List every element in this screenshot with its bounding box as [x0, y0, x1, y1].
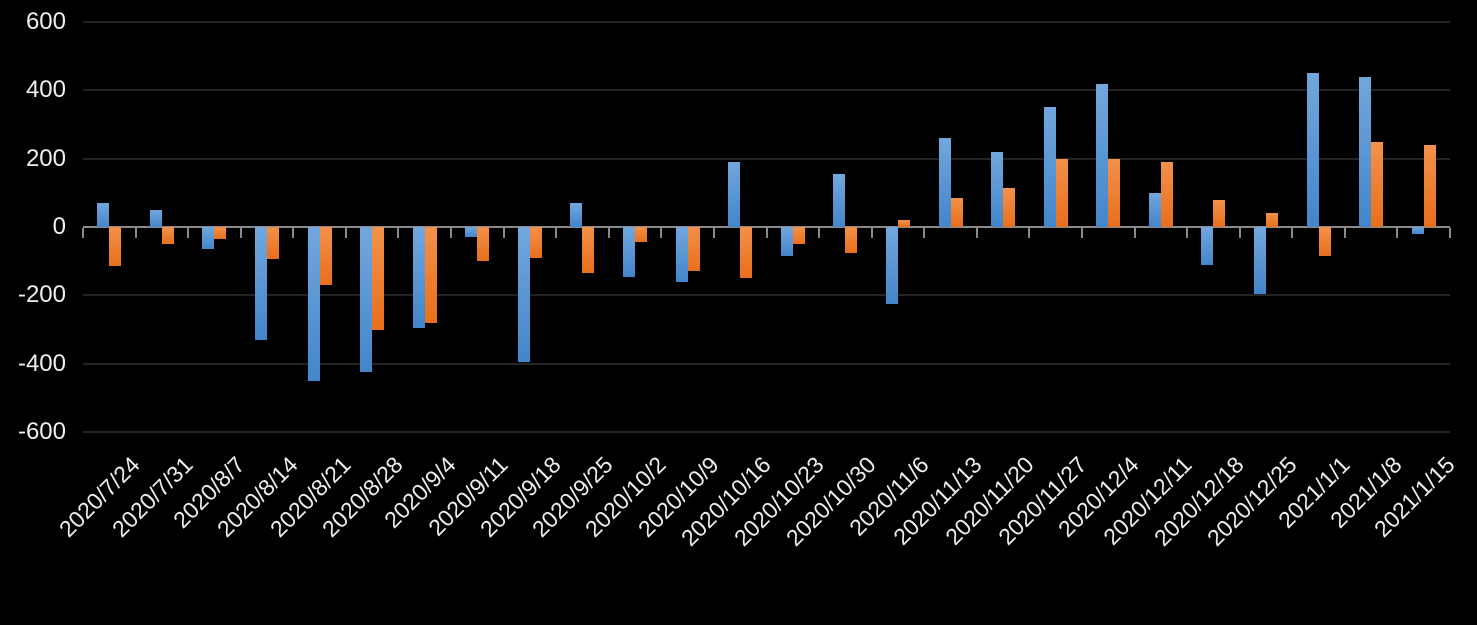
y-axis-tick-label: -200 [17, 281, 66, 309]
bar-orange[interactable] [1160, 162, 1173, 227]
x-axis-tick [450, 228, 453, 238]
x-axis-tick [975, 228, 978, 238]
bar-blue[interactable] [97, 203, 110, 227]
bar-orange[interactable] [1318, 227, 1331, 257]
bar-orange[interactable] [582, 227, 595, 274]
y-axis-tick-label: -600 [17, 418, 66, 445]
bar-blue[interactable] [1253, 227, 1266, 294]
bar-orange[interactable] [635, 227, 648, 243]
bar-blue[interactable] [255, 227, 268, 340]
bar-orange[interactable] [950, 197, 963, 227]
x-axis-tick [712, 228, 715, 238]
x-axis-tick [134, 228, 137, 238]
bar-blue[interactable] [517, 227, 530, 362]
bar-orange[interactable] [1003, 187, 1016, 227]
x-axis-tick [1449, 228, 1451, 238]
x-axis-tick [765, 228, 768, 238]
gridline [83, 294, 1450, 297]
gridline [83, 431, 1450, 433]
x-axis-tick [344, 228, 347, 238]
x-axis-line [83, 226, 1450, 228]
bar-blue[interactable] [675, 227, 688, 282]
bar-blue[interactable] [623, 227, 636, 277]
x-axis-tick [607, 228, 610, 238]
bar-blue[interactable] [570, 203, 583, 227]
x-axis-tick [555, 228, 558, 238]
x-axis-tick [1238, 228, 1241, 238]
gridline [83, 157, 1450, 160]
x-axis-tick [397, 228, 400, 238]
bar-blue[interactable] [1148, 192, 1161, 227]
x-axis-tick [818, 228, 821, 238]
bar-orange[interactable] [477, 227, 490, 262]
bar-orange[interactable] [161, 227, 174, 245]
bar-orange[interactable] [109, 227, 122, 267]
bar-blue[interactable] [149, 209, 162, 227]
bar-blue[interactable] [991, 151, 1004, 227]
bar-orange[interactable] [740, 227, 753, 279]
y-axis-tick-label: 200 [25, 144, 66, 172]
x-axis-tick [1028, 228, 1031, 238]
bar-blue[interactable] [465, 227, 478, 238]
bar-orange[interactable] [214, 227, 227, 239]
bar-chart: 600 400 200 0 -200 -400 -600 2020/7/24 2020/7/3… [17, 8, 1460, 552]
x-axis-tick [187, 228, 190, 238]
bar-orange[interactable] [1265, 213, 1278, 227]
bar-orange[interactable] [687, 227, 700, 272]
x-axis-tick [1186, 228, 1189, 238]
bar-blue[interactable] [728, 162, 741, 227]
bar-blue[interactable] [1411, 227, 1424, 234]
bar-blue[interactable] [938, 138, 951, 227]
bar-blue[interactable] [360, 227, 373, 373]
bar-orange[interactable] [1371, 141, 1384, 227]
bar-orange[interactable] [1213, 199, 1226, 227]
bar-blue[interactable] [833, 174, 846, 227]
gridline [83, 362, 1450, 365]
bar-blue[interactable] [307, 227, 320, 381]
x-axis-tick [870, 228, 873, 238]
x-axis-tick [502, 228, 505, 238]
bar-blue[interactable] [1201, 227, 1214, 265]
gridline [83, 89, 1450, 92]
bar-blue[interactable] [885, 227, 898, 304]
bar-orange[interactable] [845, 227, 858, 253]
x-axis-tick [1133, 228, 1136, 238]
y-axis-tick-label: 400 [25, 76, 66, 104]
x-axis-tick [1080, 228, 1083, 238]
y-axis-tick-label: 600 [25, 8, 66, 35]
x-axis-tick [660, 228, 663, 238]
bar-blue[interactable] [1043, 107, 1056, 227]
x-axis-tick [292, 228, 295, 238]
bar-orange[interactable] [372, 227, 385, 330]
bar-orange[interactable] [267, 227, 280, 260]
bar-orange[interactable] [319, 227, 332, 286]
bar-orange[interactable] [424, 227, 437, 323]
bar-orange[interactable] [1108, 158, 1121, 227]
bar-blue[interactable] [1306, 73, 1319, 227]
x-axis-tick [923, 228, 926, 238]
bar-blue[interactable] [202, 227, 215, 250]
y-axis-tick-label: -400 [17, 349, 66, 377]
bar-orange[interactable] [1055, 158, 1068, 227]
x-axis-tick [1343, 228, 1346, 238]
gridline [83, 21, 1450, 23]
bar-blue[interactable] [780, 227, 793, 257]
bar-orange[interactable] [897, 220, 910, 227]
x-axis-tick [1291, 228, 1294, 238]
bar-orange[interactable] [792, 227, 805, 245]
bar-orange[interactable] [1423, 145, 1436, 227]
bar-blue[interactable] [1359, 76, 1372, 227]
bar-orange[interactable] [529, 227, 542, 258]
y-axis-tick-label: 0 [52, 213, 66, 240]
bar-blue[interactable] [412, 227, 425, 328]
bar-blue[interactable] [1096, 83, 1109, 227]
x-axis-tick [239, 228, 242, 238]
x-axis-tick [82, 228, 84, 238]
x-axis-tick [1396, 228, 1399, 238]
